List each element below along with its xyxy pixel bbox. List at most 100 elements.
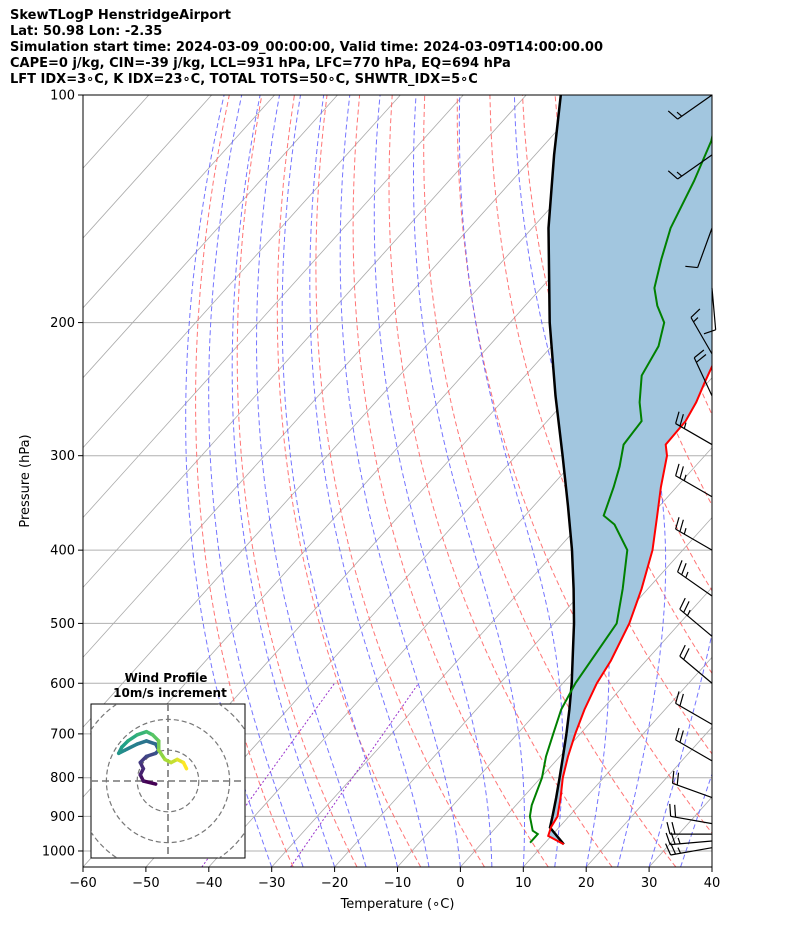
isotherm-line: [83, 95, 401, 449]
wind-barb-flag: [665, 843, 672, 856]
isotherm-line: [83, 95, 338, 379]
wind-barb: [665, 842, 713, 856]
wind-barb: [669, 803, 713, 825]
moist-adiabat-line: [208, 95, 304, 867]
moist-adiabat-line: [744, 95, 794, 867]
isotherm-line: [271, 377, 712, 867]
x-tick-label: −50: [132, 876, 159, 891]
wind-barb-half-flag: [683, 528, 687, 535]
axes: −60 −50 −40 −30 −20 −10 0 10 20 30 40 100 200 300 400 5…: [42, 89, 720, 892]
wind-barb-flag: [677, 560, 683, 573]
wind-barb-flag: [693, 349, 705, 359]
wind-barb-flag: [679, 644, 686, 657]
wind-barb-flag: [675, 727, 680, 741]
wind-barb-flag: [683, 648, 690, 660]
wind-barb-staff: [675, 702, 713, 725]
wind-barb-flag: [679, 466, 684, 479]
wind-barb: [685, 227, 713, 269]
wind-barb-flag: [667, 110, 678, 120]
x-tick-label: 40: [704, 876, 721, 891]
dry-adiabat-line: [236, 95, 358, 867]
wind-barb-flag: [666, 821, 671, 835]
moist-adiabat-line: [680, 772, 712, 867]
wind-barb-flag: [675, 411, 680, 424]
x-axis-label: Temperature (∘C): [340, 897, 455, 912]
y-tick-label: 700: [50, 727, 75, 742]
wind-barb-staff: [690, 317, 713, 355]
wind-barb-flag: [675, 691, 680, 704]
wind-barb: [675, 463, 713, 498]
wind-barb-flag: [679, 597, 686, 610]
y-tick-label: 600: [50, 677, 75, 692]
isotherm-line: [460, 586, 712, 867]
dewpoint-profile-line: [528, 132, 712, 844]
wind-barb: [675, 411, 713, 446]
wind-barb-flag: [681, 563, 687, 576]
isotherm-line: [83, 95, 464, 519]
x-tick-label: 10: [515, 876, 532, 891]
wind-barb-staff: [677, 94, 713, 120]
isotherm-line: [83, 95, 653, 728]
wind-barb-flag: [679, 414, 684, 427]
dry-adiabat-line: [423, 95, 677, 867]
wind-barb-half-flag: [686, 609, 691, 616]
x-tick-label: −30: [258, 876, 285, 891]
hodograph-title: Wind Profile: [125, 671, 208, 685]
wind-barb-flag: [671, 770, 675, 784]
y-tick-label: 800: [50, 771, 75, 786]
isotherm-line: [83, 95, 590, 658]
wind-barb: [679, 597, 713, 637]
dry-adiabat-line: [783, 95, 794, 867]
moist-adiabat-line: [711, 865, 712, 867]
moist-adiabat-line: [373, 95, 493, 867]
dry-adiabat-line: [751, 95, 794, 867]
x-tick-label: −60: [69, 876, 96, 891]
moist-adiabat-line: [309, 95, 430, 867]
wind-barb-flag: [690, 308, 701, 318]
wind-barb-half-flag: [677, 837, 681, 844]
wind-barb-flag: [703, 329, 716, 335]
wind-barb-flag: [671, 821, 676, 835]
y-tick-label: 500: [50, 617, 75, 632]
wind-barb: [677, 560, 713, 597]
wind-barb-staff: [670, 847, 713, 856]
wind-barb-staff: [679, 608, 713, 637]
hodograph-trace-segment: [181, 760, 189, 771]
wind-barb-staff: [672, 782, 713, 799]
isotherm-line: [585, 726, 712, 867]
wind-barb-flag: [679, 519, 684, 532]
parcel-profile-line: [547, 95, 576, 846]
diagram-title: SkewTLogP HenstridgeAirport: [10, 8, 231, 23]
wind-barb-half-flag: [677, 847, 682, 854]
x-tick-label: −40: [195, 876, 222, 891]
moist-adiabat-line: [231, 95, 336, 867]
wind-barb-flag: [665, 832, 671, 845]
y-tick-label: 900: [50, 810, 75, 825]
moist-adiabat-line: [281, 95, 398, 867]
y-tick-label: 1000: [42, 844, 75, 859]
temperature-profile-line: [546, 364, 712, 846]
wind-barb-half-flag: [685, 571, 689, 578]
dry-adiabat-line: [276, 95, 422, 867]
y-tick-label: 200: [50, 316, 75, 331]
isotherm-line: [83, 95, 275, 309]
x-tick-label: −20: [321, 876, 348, 891]
hodograph-subtitle: 10m/s increment: [113, 686, 227, 700]
moist-adiabat-line: [339, 95, 461, 867]
moist-adiabat-line: [185, 95, 273, 867]
wind-barb-staff: [675, 528, 713, 551]
wind-barb: [675, 691, 713, 725]
dry-adiabat-line: [195, 95, 294, 867]
hodograph-trace-segment: [126, 733, 139, 743]
isotherm-line: [334, 447, 712, 867]
wind-barb-half-flag: [693, 317, 699, 323]
simulation-times: Simulation start time: 2024-03-09_00:00:…: [10, 40, 603, 55]
header: SkewTLogP HenstridgeAirport Lat: 50.98 L…: [10, 8, 780, 88]
wind-barb-staff: [670, 815, 713, 825]
wind-barb-staff: [693, 357, 713, 397]
wind-barb-staff: [670, 840, 713, 846]
stability-indices-1: CAPE=0 j/kg, CIN=-39 j/kg, LCL=931 hPa, …: [10, 56, 511, 71]
y-tick-label: 400: [50, 544, 75, 559]
wind-barb-staff: [711, 287, 717, 330]
